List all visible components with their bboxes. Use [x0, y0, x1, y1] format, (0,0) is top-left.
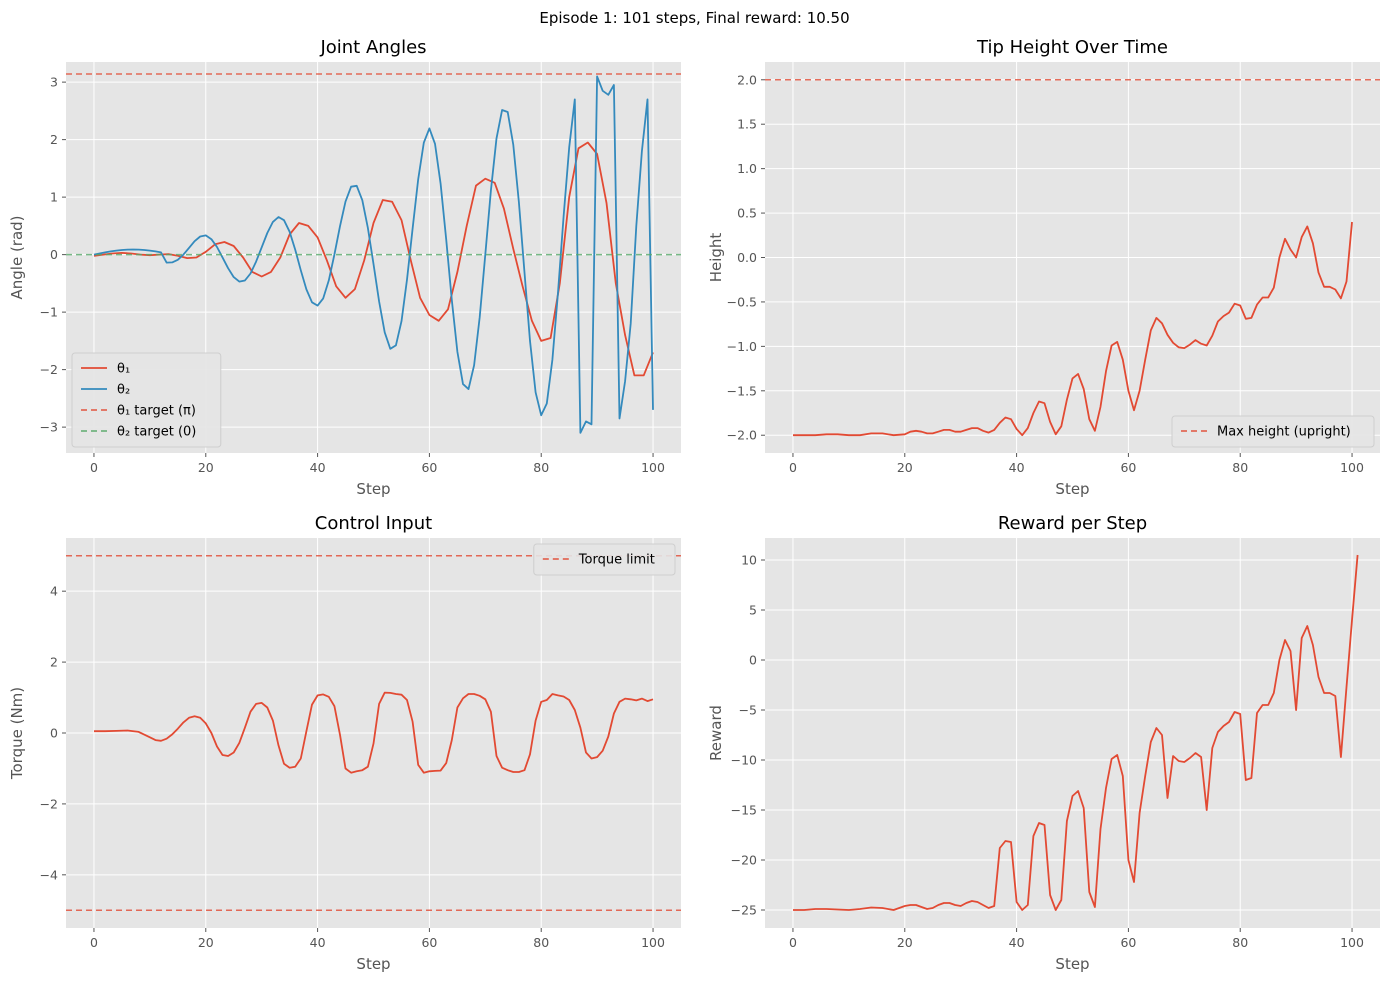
joint-angles-ytick-label: 2 [50, 132, 58, 147]
tip-height-ytick-label: 2.0 [737, 72, 757, 87]
tip-height-xtick-label: 60 [1120, 460, 1136, 475]
joint-angles-series-line-0 [93, 141, 654, 377]
control-input-xtick-label: 40 [310, 935, 326, 950]
control-input-legend-label: Torque limit [578, 553, 655, 568]
joint-angles-ytick-label: −1 [40, 305, 58, 320]
joint-angles-legend-label: θ₁ target (π) [117, 404, 196, 419]
reward-ylabel: Reward [707, 705, 725, 761]
joint-angles-xtick-label: 60 [421, 460, 437, 475]
reward-ytick-label: 5 [749, 603, 757, 618]
joint-angles-ytick-label: 3 [50, 75, 58, 90]
joint-angles-ytick-label: 0 [50, 247, 58, 262]
tip-height-xtick-label: 0 [789, 460, 797, 475]
reward-plot-area [765, 538, 1380, 928]
tip-height-legend-box [1171, 415, 1375, 448]
control-input-xlabel: Step [356, 955, 390, 973]
reward-xtick-label: 100 [1340, 935, 1364, 950]
joint-angles-xtick-label: 40 [310, 460, 326, 475]
control-input-xtick-label: 100 [641, 935, 665, 950]
control-input-series-line-0 [94, 691, 654, 774]
tip-height-ytick-label: −1.5 [727, 383, 757, 398]
reward-ytick-label: −20 [731, 853, 757, 868]
reward-xtick-label: 80 [1232, 935, 1248, 950]
control-input-ytick-label: 0 [50, 726, 58, 741]
tip-height-legend-label: Max height (upright) [1217, 425, 1351, 440]
tip-height-xtick-label: 100 [1340, 460, 1364, 475]
reward-title: Reward per Step [998, 513, 1147, 534]
tip-height-series-line-0 [793, 221, 1353, 437]
tip-height-ytick-label: −0.5 [727, 294, 757, 309]
joint-angles-xtick-label: 80 [533, 460, 549, 475]
joint-angles-ytick-label: 1 [50, 190, 58, 205]
tip-height-ylabel: Height [707, 233, 725, 283]
control-input-xtick-label: 60 [421, 935, 437, 950]
reward-ytick-label: −5 [739, 703, 757, 718]
joint-angles-legend-label: θ₁ [117, 362, 130, 377]
joint-angles-xtick-label: 100 [641, 460, 665, 475]
joint-angles-xtick-label: 20 [198, 460, 214, 475]
reward-xlabel: Step [1055, 955, 1089, 973]
control-input-legend-box [533, 543, 676, 576]
reward-xtick-label: 40 [1009, 935, 1025, 950]
control-input-ytick-label: 4 [50, 584, 58, 599]
figure-title: Episode 1: 101 steps, Final reward: 10.5… [539, 9, 849, 27]
control-input-chart: 0 20 40 60 80 100 −4 −2 0 2 4 Control Input Step Torq… [8, 513, 681, 973]
reward-chart: 0 20 40 60 80 100 −25 −20 −15 −10 −5 0 5 10 Reward per… [707, 513, 1380, 973]
reward-series-line-0 [793, 554, 1359, 911]
control-input-title: Control Input [315, 513, 432, 534]
control-input-ytick-label: 2 [50, 655, 58, 670]
joint-angles-legend-box [71, 352, 222, 448]
control-input-xtick-label: 20 [198, 935, 214, 950]
tip-height-ytick-label: −2.0 [727, 428, 757, 443]
joint-angles-title: Joint Angles [319, 37, 426, 58]
tip-height-ytick-label: −1.0 [727, 339, 757, 354]
control-input-ytick-label: −2 [40, 796, 58, 811]
reward-ytick-label: 0 [749, 653, 757, 668]
reward-xtick-label: 60 [1120, 935, 1136, 950]
joint-angles-xlabel: Step [356, 480, 390, 498]
joint-angles-legend-label: θ₂ [117, 383, 130, 398]
control-input-xtick-label: 0 [90, 935, 98, 950]
joint-angles-legend-label: θ₂ target (0) [117, 425, 196, 440]
tip-height-xtick-label: 20 [897, 460, 913, 475]
tip-height-xtick-label: 80 [1232, 460, 1248, 475]
tip-height-xtick-label: 40 [1009, 460, 1025, 475]
reward-xtick-label: 0 [789, 935, 797, 950]
tip-height-ytick-label: 1.0 [737, 161, 757, 176]
joint-angles-ytick-label: −3 [40, 420, 58, 435]
tip-height-ytick-label: 0.5 [737, 206, 757, 221]
tip-height-xlabel: Step [1055, 480, 1089, 498]
reward-ytick-label: −10 [731, 753, 757, 768]
joint-angles-series-line-1 [93, 75, 654, 434]
control-input-ytick-label: −4 [40, 867, 58, 882]
control-input-ylabel: Torque (Nm) [8, 687, 26, 780]
reward-ytick-label: −15 [731, 803, 757, 818]
reward-xtick-label: 20 [897, 935, 913, 950]
joint-angles-chart: 0 20 40 60 80 100 −3 −2 −1 0 1 2 3 Joint Angles Step An… [8, 37, 681, 498]
joint-angles-xtick-label: 0 [90, 460, 98, 475]
tip-height-title: Tip Height Over Time [976, 37, 1168, 58]
tip-height-ytick-label: 1.5 [737, 117, 757, 132]
tip-height-ytick-label: 0.0 [737, 250, 757, 265]
reward-ytick-label: −25 [731, 903, 757, 918]
joint-angles-ylabel: Angle (rad) [8, 215, 26, 299]
reward-ytick-label: 10 [741, 553, 757, 568]
tip-height-chart: 0 20 40 60 80 100 −2.0 −1.5 −1.0 −0.5 0.0 0.5 1.0 1.5… [707, 37, 1380, 498]
control-input-xtick-label: 80 [533, 935, 549, 950]
joint-angles-ytick-label: −2 [40, 362, 58, 377]
